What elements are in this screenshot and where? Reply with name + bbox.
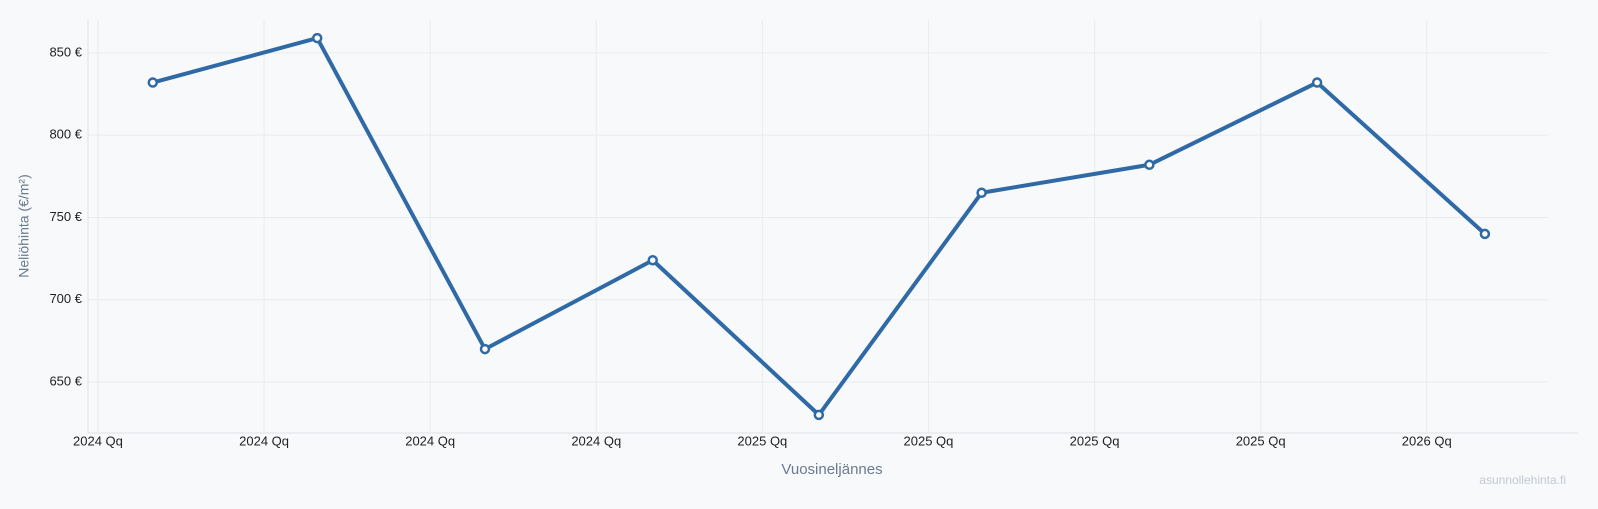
- watermark: asunnollehinta.fi: [1479, 473, 1566, 487]
- point: [976, 187, 987, 199]
- point: [479, 343, 491, 355]
- point: [647, 254, 658, 266]
- point: [813, 409, 825, 421]
- x-tick-label: 2024 Qq: [73, 433, 123, 448]
- x-tick-label: 2025 Qq: [1070, 433, 1120, 448]
- y-tick-label: 700 €: [49, 291, 82, 306]
- y-axis-label: Neliöhinta (€/m²): [16, 174, 32, 277]
- x-tick-label: 2025 Qq: [904, 433, 954, 448]
- x-tick-label: 2024 Qq: [239, 433, 289, 448]
- x-tick-label: 2026 Qq: [1402, 433, 1452, 448]
- point: [1479, 228, 1491, 240]
- point: [147, 77, 159, 88]
- point: [1311, 77, 1323, 88]
- point: [1144, 159, 1155, 171]
- y-tick-label: 650 €: [49, 373, 82, 388]
- point: [311, 32, 323, 44]
- y-tick-label: 850 €: [49, 44, 82, 59]
- x-tick-label: 2024 Qq: [405, 433, 455, 448]
- y-tick-label: 800 €: [49, 127, 82, 142]
- x-tick-label: 2025 Qq: [1236, 433, 1286, 448]
- x-tick-label: 2025 Qq: [737, 433, 787, 448]
- y-tick-label: 750 €: [49, 209, 82, 224]
- x-tick-label: 2024 Qq: [571, 433, 621, 448]
- x-axis-label: Vuosineljännes: [781, 461, 882, 478]
